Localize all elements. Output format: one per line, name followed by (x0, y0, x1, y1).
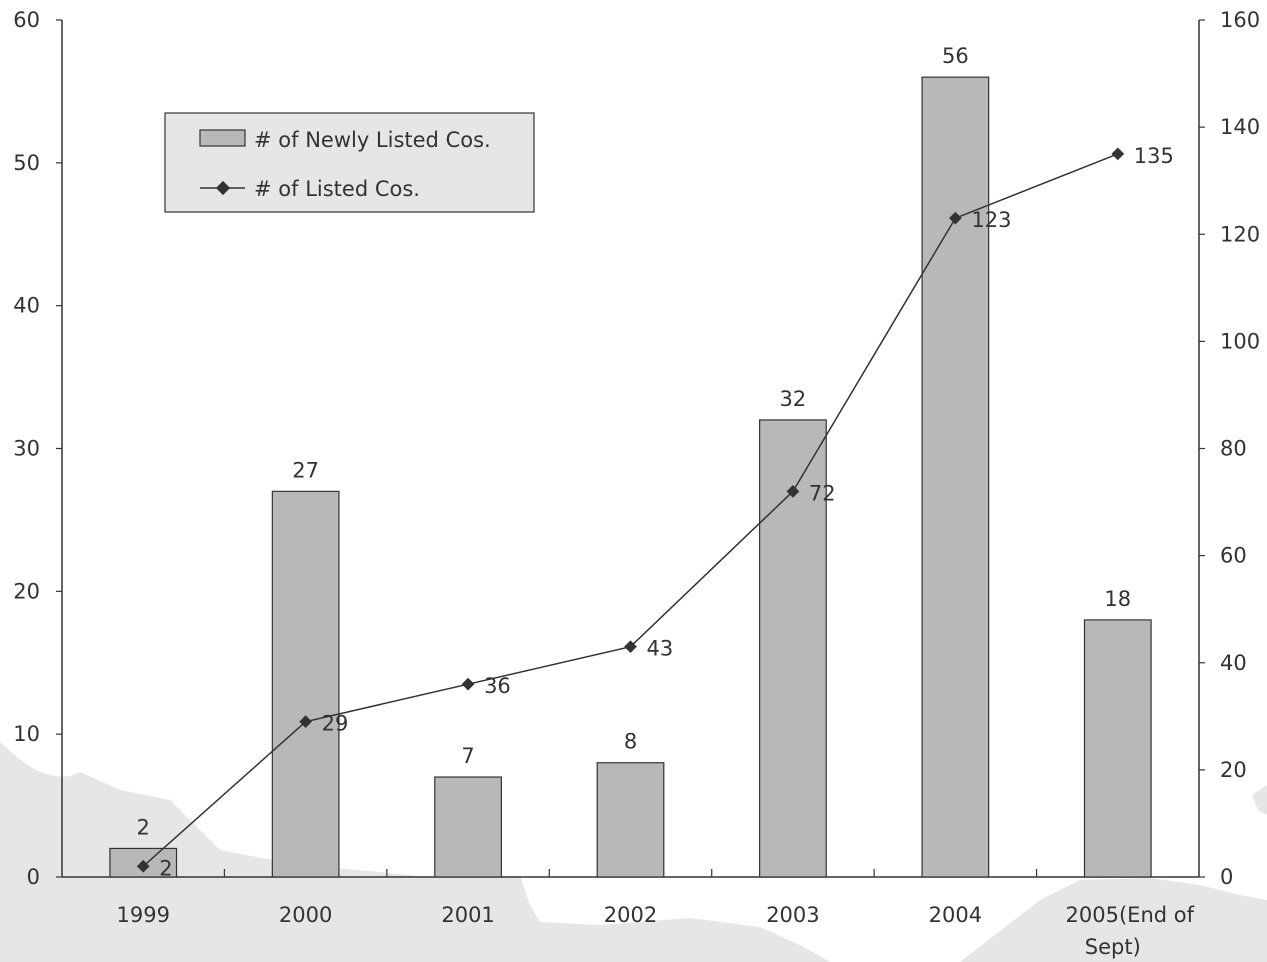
line-point (1111, 147, 1125, 161)
right-tick-label: 40 (1220, 651, 1247, 675)
x-tick-label: 2001 (441, 903, 494, 927)
line-data-label: 43 (647, 637, 674, 661)
line-data-label: 123 (971, 208, 1011, 232)
bar (596, 762, 665, 878)
legend-label-listed: # of Listed Cos. (254, 177, 420, 201)
x-tick-label: Sept) (1085, 935, 1141, 959)
x-tick-label: 1999 (116, 903, 169, 927)
bar (271, 490, 340, 878)
bar-data-label: 7 (461, 744, 474, 768)
line-point (461, 677, 475, 691)
x-tick-label: 2004 (929, 903, 982, 927)
bar (921, 76, 990, 878)
right-tick-label: 80 (1220, 437, 1247, 461)
right-tick-label: 140 (1220, 115, 1260, 139)
bar-data-label: 27 (292, 458, 319, 482)
line-data-label: 29 (322, 712, 349, 736)
left-tick-label: 10 (13, 722, 40, 746)
line-data-label: 36 (484, 674, 511, 698)
x-tick-label: 2002 (604, 903, 657, 927)
bar-data-label: 8 (624, 730, 637, 754)
bar (434, 776, 502, 878)
line-data-label: 135 (1134, 144, 1174, 168)
background-map-shape-east (960, 878, 1267, 962)
line-data-label: 2 (159, 856, 172, 880)
background-map-shape-edge (1252, 785, 1267, 815)
right-tick-label: 20 (1220, 758, 1247, 782)
legend-label-newly-listed: # of Newly Listed Cos. (254, 128, 491, 152)
bar-data-label: 32 (780, 387, 807, 411)
left-tick-label: 60 (13, 8, 40, 32)
x-axis: 1999 2000 2001 2002 2003 2004 2005(End of Sept) (116, 869, 1195, 959)
left-tick-label: 20 (13, 579, 40, 603)
left-tick-label: 40 (13, 294, 40, 318)
line-data-label: 72 (809, 481, 836, 505)
legend-bar-swatch (199, 129, 246, 147)
x-tick-label: 2005(End of (1066, 903, 1195, 927)
right-tick-label: 0 (1220, 865, 1233, 889)
legend-line-marker (215, 180, 231, 196)
bar-data-label: 2 (137, 815, 150, 839)
x-tick-label: 2000 (279, 903, 332, 927)
bar (1083, 619, 1152, 878)
right-tick-label: 160 (1220, 8, 1260, 32)
right-y-axis: 0 20 40 60 80 100 120 140 160 (1199, 8, 1260, 889)
right-tick-label: 60 (1220, 544, 1247, 568)
left-y-axis: 0 10 20 30 40 50 60 (13, 8, 62, 889)
left-tick-label: 0 (27, 865, 40, 889)
right-tick-label: 120 (1220, 222, 1260, 246)
legend: # of Newly Listed Cos. # of Listed Cos. (164, 112, 535, 213)
bar-data-label: 18 (1104, 587, 1131, 611)
x-tick-label: 2003 (766, 903, 819, 927)
bar-data-label: 56 (942, 44, 969, 68)
background-map-shape (0, 742, 830, 962)
left-tick-label: 50 (13, 151, 40, 175)
right-tick-label: 100 (1220, 329, 1260, 353)
left-tick-label: 30 (13, 437, 40, 461)
